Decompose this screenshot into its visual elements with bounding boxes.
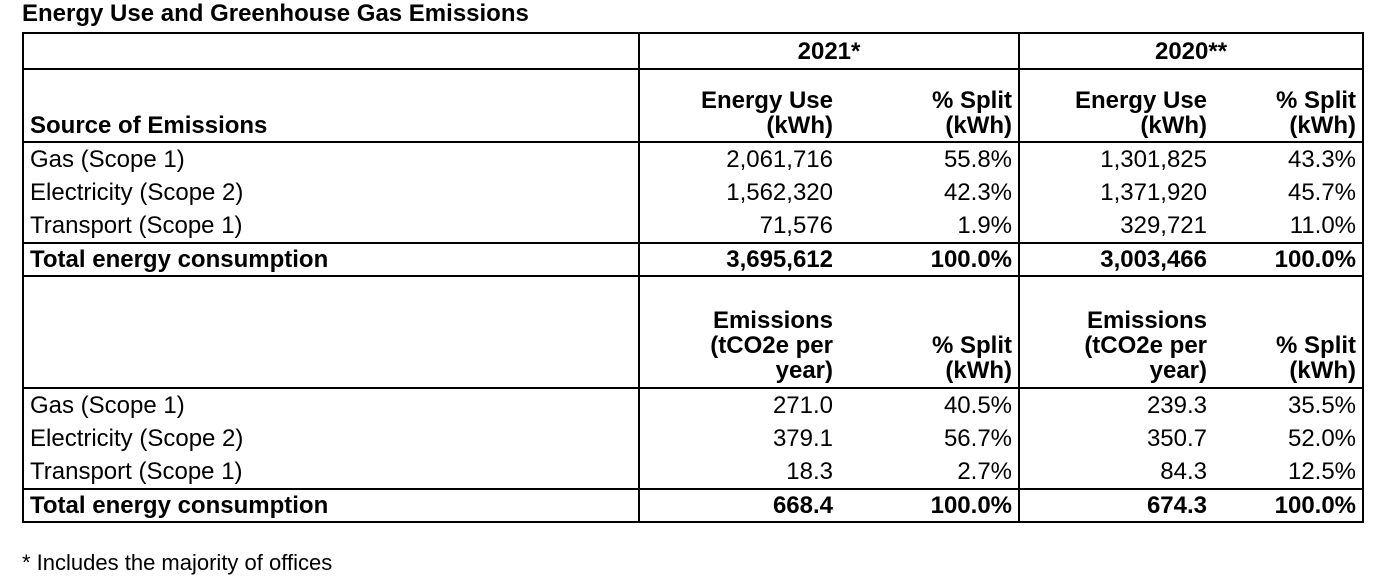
- total-split-2021-cell: 100.0%: [839, 243, 1021, 277]
- split-2021-cell: 56.7%: [839, 422, 1021, 455]
- split-2020-cell: 43.3%: [1213, 142, 1365, 176]
- energy-use-2021-cell: 1,562,320: [726, 179, 833, 206]
- energy-use-2021-cell: 71,576: [639, 209, 839, 244]
- emissions-2020-cell: 350.7: [1146, 425, 1208, 452]
- total-emissions-2021-cell: 668.4: [639, 489, 839, 523]
- total-energy-use-2020-cell: 3,003,466: [1019, 243, 1214, 277]
- year-header-row: 2021* 2020**: [22, 32, 1365, 70]
- split-2021-cell: 42.3%: [839, 176, 1021, 209]
- source-cell: Gas (Scope 1): [22, 388, 640, 422]
- source-cell: Electricity (Scope 2): [22, 176, 640, 209]
- energy-emissions-table: 2021* 2020** Source of Emissions Energy …: [22, 32, 1365, 523]
- source-of-emissions-header: Source of Emissions: [22, 69, 640, 143]
- total-label-cell: Total energy consumption: [22, 243, 640, 277]
- source-cell: Transport (Scope 1): [22, 455, 640, 490]
- table-row: Transport (Scope 1) 71,576 1.9% 329,721 …: [22, 209, 1365, 244]
- page-title: Energy Use and Greenhouse Gas Emissions: [22, 0, 529, 27]
- energy-use-2020-cell: 329,721: [1019, 209, 1214, 244]
- total-split-2020-cell: 100.0%: [1213, 489, 1365, 523]
- emissions-2020-header: Emissions (tCO2e per year): [1019, 276, 1214, 389]
- source-cell: Gas (Scope 1): [22, 142, 640, 176]
- total-split-2020-cell: 100.0%: [1213, 243, 1365, 277]
- energy-use-2020-header: Energy Use (kWh): [1019, 69, 1214, 143]
- emissions-2020-cell: 239.3: [1146, 392, 1208, 419]
- table-row: Electricity (Scope 2) 379.1 56.7% 350.7 …: [22, 422, 1365, 455]
- blank-corner-cell: [22, 32, 640, 70]
- table-row: Gas (Scope 1) 271.0 40.5% 239.3 35.5%: [22, 388, 1365, 422]
- energy-total-row: Total energy consumption 3,695,612 100.0…: [22, 243, 1365, 277]
- split-2021-header: % Split (kWh): [839, 69, 1021, 143]
- split-2021-cell: 2.7%: [839, 455, 1021, 490]
- emissions-split-2021-header: % Split (kWh): [839, 276, 1021, 389]
- energy-header-row: Source of Emissions Energy Use (kWh) % Sp…: [22, 69, 1365, 143]
- year-2021-header: 2021*: [639, 32, 1021, 70]
- split-2020-cell: 52.0%: [1213, 422, 1365, 455]
- emissions-2021-cell: 379.1: [772, 425, 833, 452]
- table-row: Gas (Scope 1) 2,061,716 55.8% 1,301,825 …: [22, 142, 1365, 176]
- split-2020-cell: 12.5%: [1213, 455, 1365, 490]
- split-2020-cell: 45.7%: [1213, 176, 1365, 209]
- footnote: * Includes the majority of offices: [22, 550, 333, 575]
- emissions-2020-cell: 84.3: [1019, 455, 1214, 490]
- emissions-total-row: Total energy consumption 668.4 100.0% 67…: [22, 489, 1365, 523]
- energy-use-2020-cell: 1,301,825: [1100, 146, 1208, 173]
- split-2020-cell: 11.0%: [1213, 209, 1365, 244]
- split-2020-cell: 35.5%: [1213, 388, 1365, 422]
- split-2021-cell: 55.8%: [839, 142, 1021, 176]
- emissions-2021-header: Emissions (tCO2e per year): [639, 276, 839, 389]
- emissions-split-2020-header: % Split (kWh): [1213, 276, 1365, 389]
- split-2021-cell: 40.5%: [839, 388, 1021, 422]
- total-emissions-2020-cell: 674.3: [1019, 489, 1214, 523]
- total-label-cell: Total energy consumption: [22, 489, 640, 523]
- emissions-header-row: Emissions (tCO2e per year) % Split (kWh) Em…: [22, 276, 1365, 389]
- total-split-2021-cell: 100.0%: [839, 489, 1021, 523]
- source-cell: Electricity (Scope 2): [22, 422, 640, 455]
- table-row: Transport (Scope 1) 18.3 2.7% 84.3 12.5%: [22, 455, 1365, 490]
- split-2020-header: % Split (kWh): [1213, 69, 1365, 143]
- energy-use-2021-cell: 2,061,716: [726, 146, 833, 173]
- energy-use-2020-cell: 1,371,920: [1100, 179, 1208, 206]
- source-cell: Transport (Scope 1): [22, 209, 640, 244]
- total-energy-use-2021-cell: 3,695,612: [639, 243, 839, 277]
- blank-header-cell: [22, 276, 640, 389]
- split-2021-cell: 1.9%: [839, 209, 1021, 244]
- emissions-2021-cell: 271.0: [772, 392, 833, 419]
- table-row: Electricity (Scope 2) 1,562,320 42.3% 1,…: [22, 176, 1365, 209]
- energy-use-2021-header: Energy Use (kWh): [639, 69, 839, 143]
- emissions-2021-cell: 18.3: [639, 455, 839, 490]
- year-2020-header: 2020**: [1019, 32, 1365, 70]
